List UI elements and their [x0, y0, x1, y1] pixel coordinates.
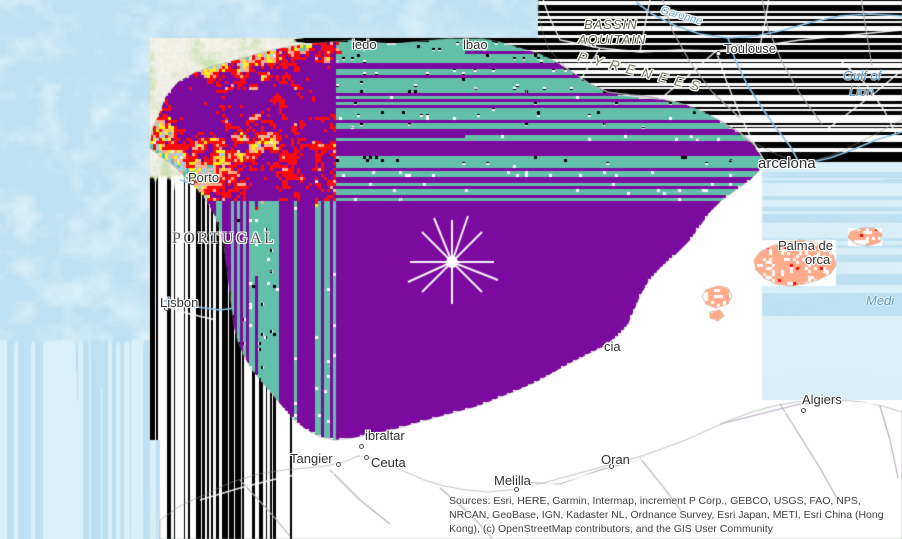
map-attribution: Sources: Esri, HERE, Garmin, Intermap, i…: [449, 495, 884, 535]
